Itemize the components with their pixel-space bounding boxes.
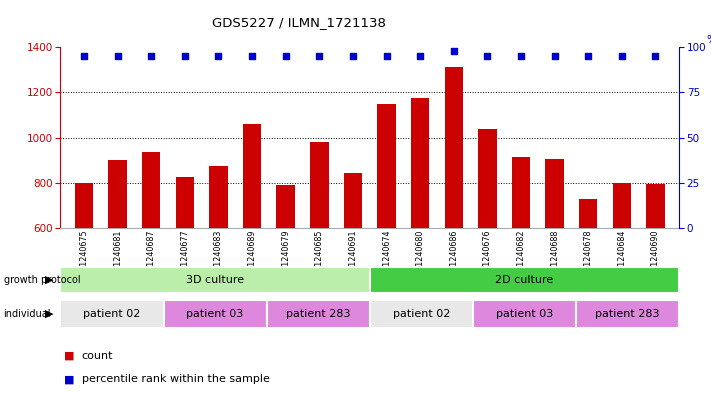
Point [179,53,191,59]
Bar [370,267,679,293]
Text: percentile rank within the sample: percentile rank within the sample [82,374,269,384]
Text: growth protocol: growth protocol [4,275,80,285]
Point [280,53,292,59]
Point [112,53,123,59]
Text: patient 03: patient 03 [496,309,553,319]
Bar [108,160,127,228]
Text: patient 02: patient 02 [83,309,141,319]
Point [381,53,392,59]
Point [515,53,527,59]
Bar [60,300,164,328]
Bar [310,142,328,228]
Bar [478,129,496,228]
Point [448,48,459,54]
Bar [579,198,597,228]
Bar [646,184,665,228]
Bar [378,104,396,228]
Text: patient 283: patient 283 [595,309,660,319]
Bar [545,159,564,228]
Text: ■: ■ [64,374,75,384]
Bar [444,68,463,228]
Bar [243,124,262,228]
Bar [209,166,228,228]
Bar [512,157,530,228]
Text: ▶: ▶ [45,309,53,319]
Point [213,53,224,59]
Text: 2D culture: 2D culture [496,275,553,285]
Text: individual: individual [4,309,51,319]
Bar [277,185,295,228]
Bar [164,300,267,328]
Text: 3D culture: 3D culture [186,275,244,285]
Text: ■: ■ [64,351,75,361]
Text: count: count [82,351,113,361]
Bar [142,152,161,228]
Text: %: % [707,35,711,45]
Bar [267,300,370,328]
Point [78,53,90,59]
Point [582,53,594,59]
Bar [370,300,473,328]
Text: ▶: ▶ [45,275,53,285]
Point [481,53,493,59]
Bar [576,300,679,328]
Point [650,53,661,59]
Text: patient 02: patient 02 [392,309,450,319]
Bar [411,98,429,228]
Text: patient 283: patient 283 [286,309,351,319]
Point [247,53,258,59]
Point [415,53,426,59]
Point [314,53,325,59]
Point [146,53,157,59]
Bar [343,173,362,228]
Point [347,53,358,59]
Bar [75,183,93,228]
Bar [176,177,194,228]
Text: patient 03: patient 03 [186,309,244,319]
Bar [613,183,631,228]
Point [616,53,628,59]
Bar [60,267,370,293]
Text: GDS5227 / ILMN_1721138: GDS5227 / ILMN_1721138 [212,16,385,29]
Bar [473,300,576,328]
Point [549,53,560,59]
